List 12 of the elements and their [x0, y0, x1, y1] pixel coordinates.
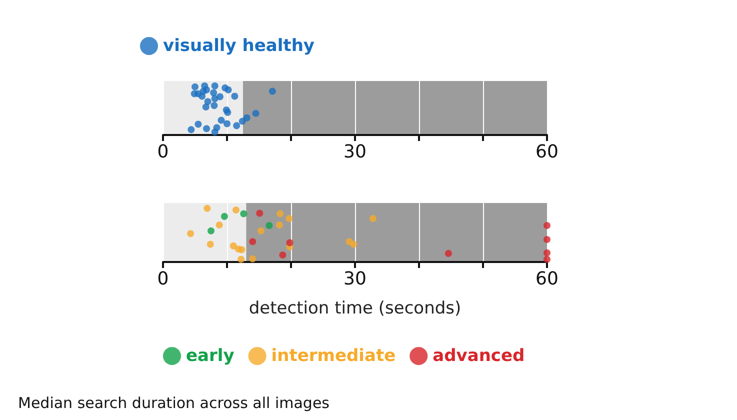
- legend-label: intermediate: [271, 346, 396, 366]
- x-tick-label: 0: [157, 268, 169, 290]
- legend-label: visually healthy: [163, 36, 314, 56]
- x-tick-label: 60: [536, 142, 558, 162]
- x-axis-title: detection time (seconds): [248, 298, 462, 318]
- x-tick-label: 30: [344, 268, 366, 290]
- legend-label: advanced: [432, 346, 525, 366]
- x-tick-label: 60: [536, 268, 558, 290]
- x-tick-label: 0: [157, 142, 169, 162]
- text: Median search duration across all images: [18, 394, 330, 412]
- x-tick-label: 30: [344, 142, 366, 162]
- legend-label: early: [186, 346, 234, 366]
